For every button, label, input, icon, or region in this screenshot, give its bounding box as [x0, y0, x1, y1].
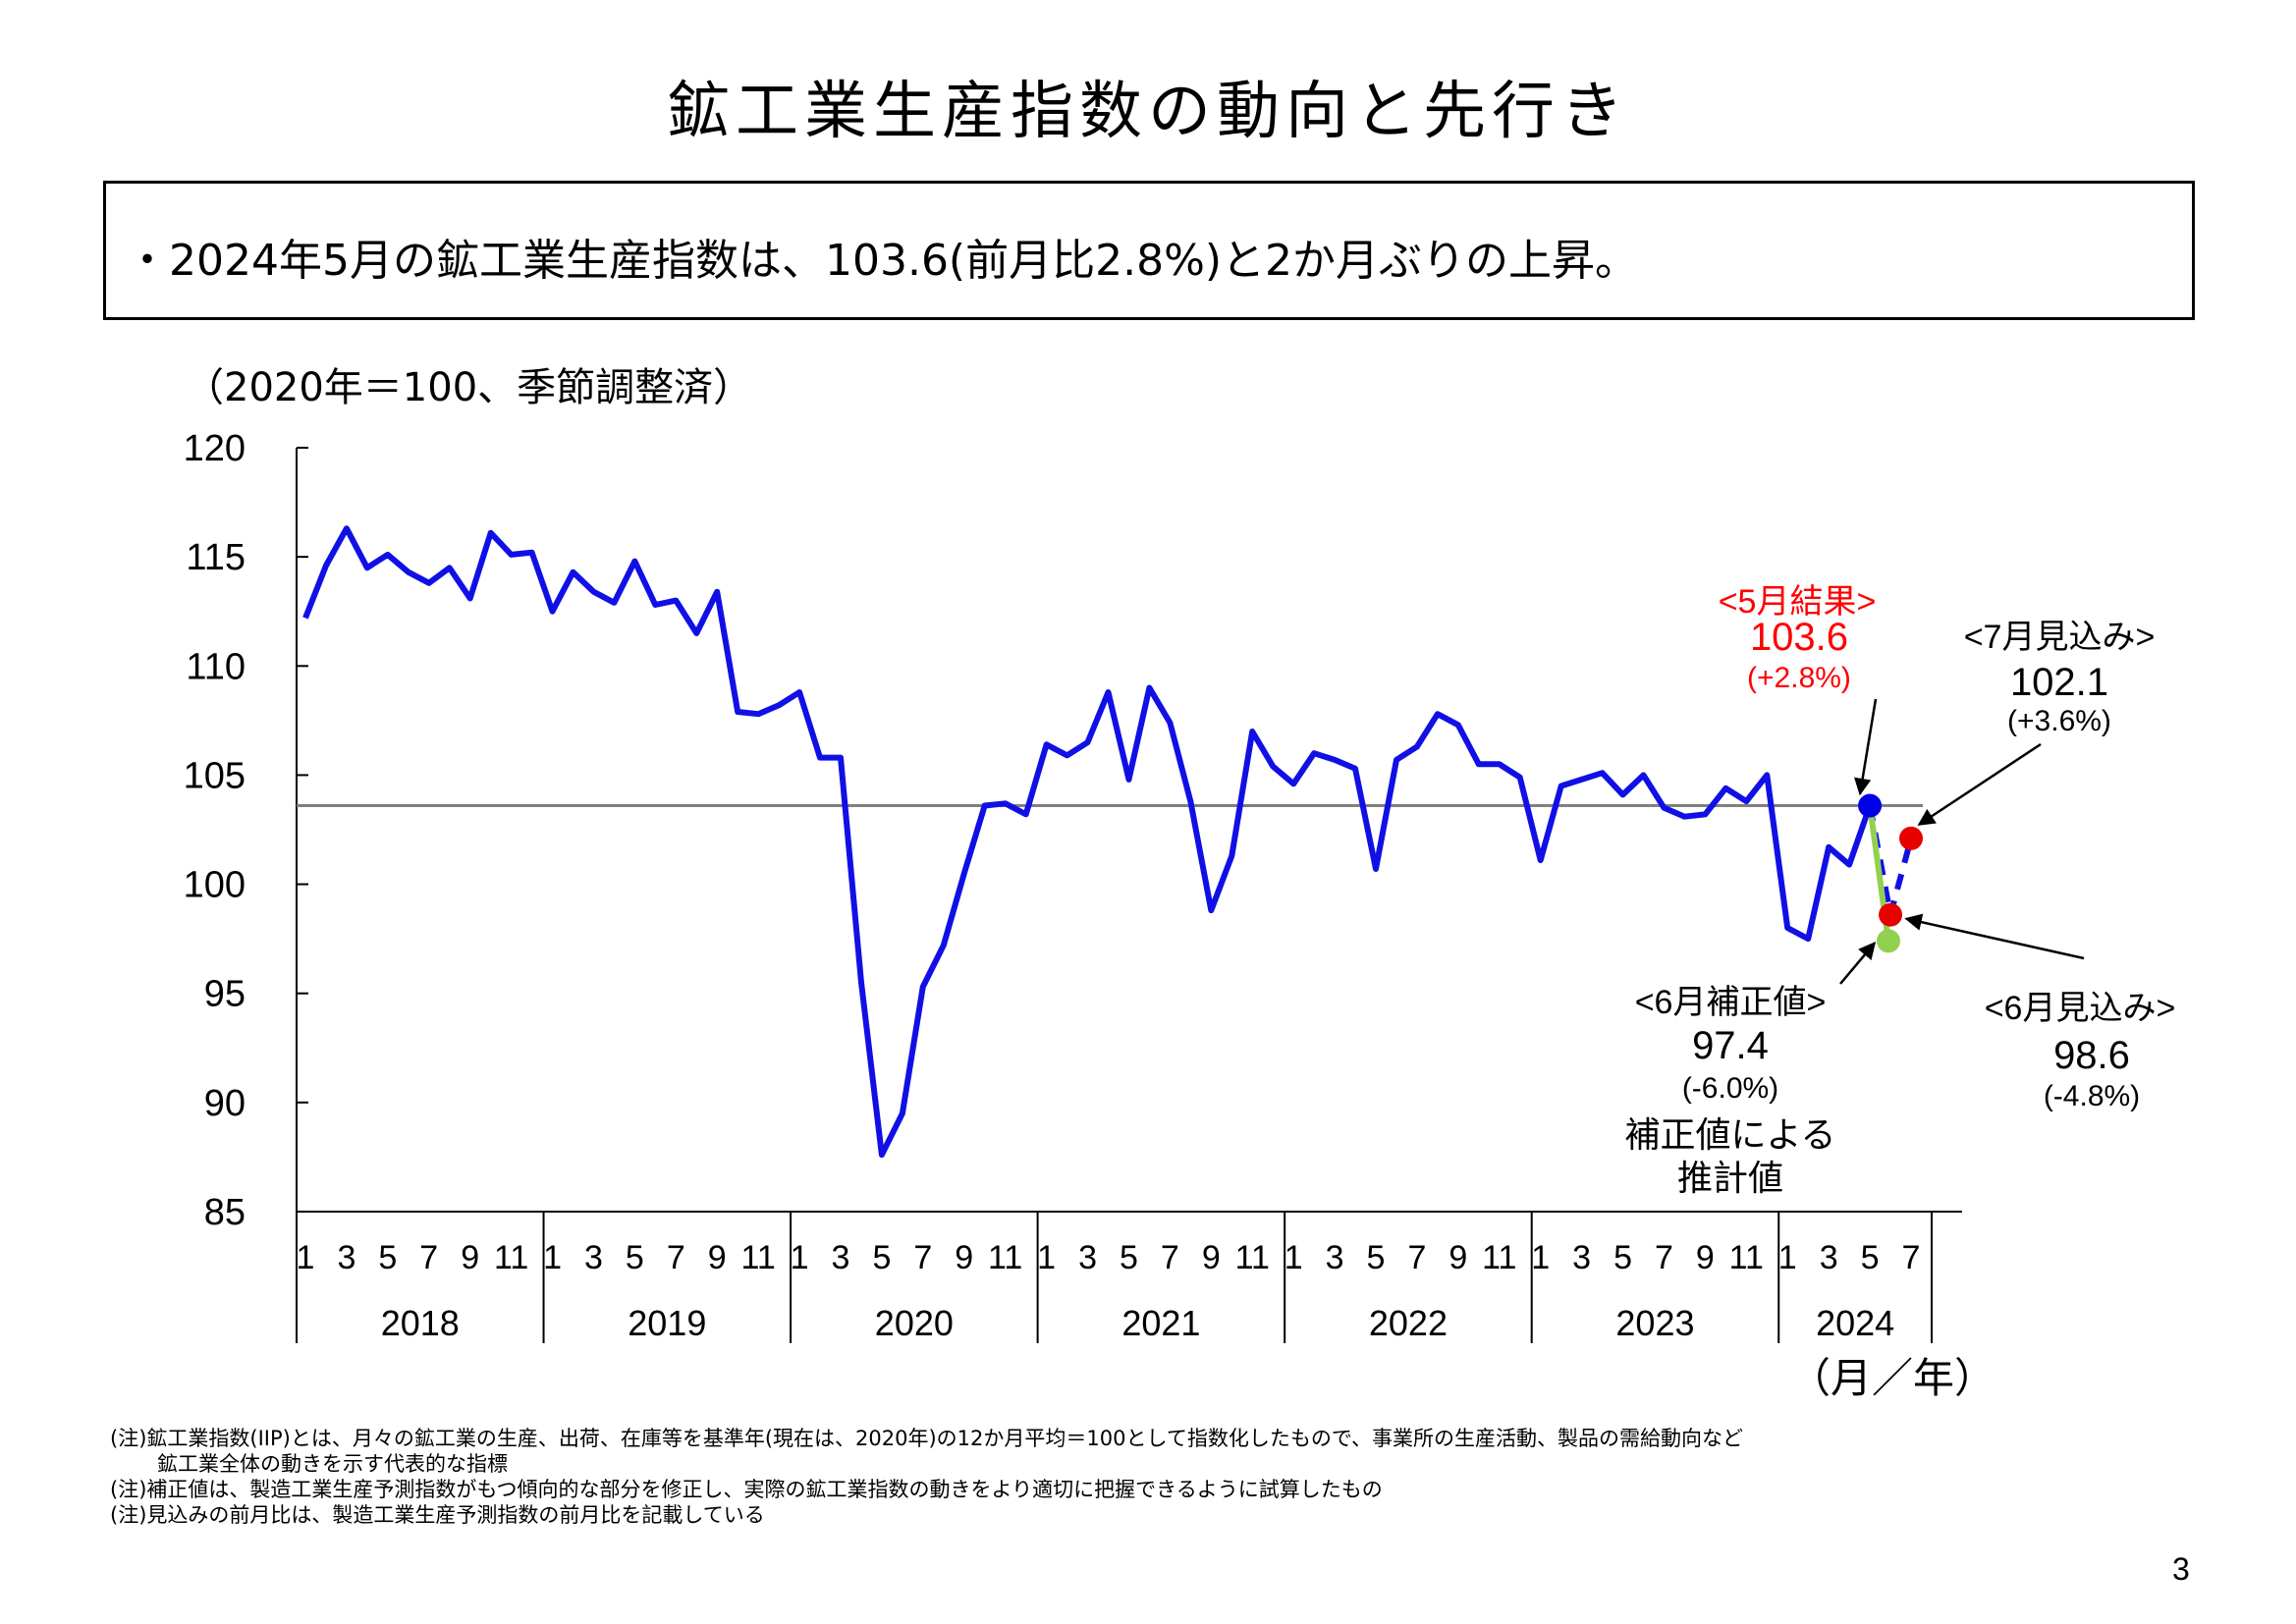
x-month-label: 7: [1655, 1239, 1673, 1276]
y-axis-unit: （2020年＝100、季節調整済）: [185, 365, 753, 410]
page-number: 3: [2172, 1551, 2190, 1587]
summary-text: ・2024年5月の鉱工業生産指数は、103.6(前月比2.8%)と2か月ぶりの上…: [126, 236, 1639, 286]
x-month-label: 5: [872, 1239, 891, 1276]
x-month-label: 7: [1902, 1239, 1921, 1276]
x-month-label: 7: [419, 1239, 438, 1276]
may-result-marker: [1858, 793, 1883, 818]
x-month-label: 3: [337, 1239, 355, 1276]
x-month-label: 11: [1482, 1239, 1516, 1276]
y-tick-label: 85: [204, 1192, 246, 1233]
y-tick-label: 95: [204, 974, 246, 1015]
x-month-label: 11: [494, 1239, 528, 1276]
x-month-label: 7: [667, 1239, 685, 1276]
x-month-label: 5: [1861, 1239, 1880, 1276]
jun-forecast-value: 98.6: [2053, 1034, 2130, 1077]
footnotes: (注)鉱工業指数(IIP)とは、月々の鉱工業の生産、出荷、在庫等を基準年(現在は…: [110, 1426, 1743, 1528]
x-month-label: 5: [1120, 1239, 1138, 1276]
y-tick-label: 90: [204, 1083, 246, 1124]
x-year-label: 2023: [1615, 1303, 1694, 1343]
note-2: (注)補正値は、製造工業生産予測指数がもつ傾向的な部分を修正し、実際の鉱工業指数…: [110, 1478, 1383, 1501]
page-title: 鉱工業生産指数の動向と先行き: [667, 76, 1629, 148]
x-month-label: 9: [461, 1239, 479, 1276]
y-tick-label: 105: [184, 755, 246, 796]
note-3: (注)見込みの前月比は、製造工業生産予測指数の前月比を記載している: [110, 1503, 765, 1527]
x-year-label: 2021: [1121, 1303, 1200, 1343]
jul-forecast-label: <7月見込み>: [1964, 619, 2156, 656]
x-month-label: 5: [1613, 1239, 1632, 1276]
x-month-label: 3: [1326, 1239, 1344, 1276]
summary-box: ・2024年5月の鉱工業生産指数は、103.6(前月比2.8%)と2か月ぶりの上…: [103, 181, 2195, 320]
x-year-label: 2024: [1816, 1303, 1894, 1343]
x-month-label: 1: [1285, 1239, 1303, 1276]
may-result-value: 103.6: [1750, 616, 1848, 659]
y-tick-label: 120: [184, 428, 246, 469]
note-1-cont: 鉱工業全体の動きを示す代表的な指標: [157, 1452, 508, 1476]
jun-corrected-note: 補正値による: [1625, 1114, 1836, 1155]
x-month-label: 9: [1202, 1239, 1221, 1276]
x-month-label: 1: [543, 1239, 562, 1276]
may-result-label: <5月結果>: [1719, 583, 1877, 621]
may-result-arrow: [1854, 698, 1878, 796]
jul-forecast-value: 102.1: [2010, 661, 2108, 704]
x-month-label: 9: [708, 1239, 727, 1276]
x-month-label: 1: [1037, 1239, 1056, 1276]
may-result-change: (+2.8%): [1747, 662, 1851, 694]
x-month-label: 1: [1531, 1239, 1550, 1276]
chart-axes: [296, 447, 1962, 1343]
x-month-label: 11: [741, 1239, 776, 1276]
x-month-label: 1: [791, 1239, 809, 1276]
x-year-label: 2019: [628, 1303, 706, 1343]
x-month-label: 9: [1696, 1239, 1715, 1276]
jun-corrected-marker: [1876, 929, 1900, 953]
x-month-label: 11: [1235, 1239, 1270, 1276]
note-1: (注)鉱工業指数(IIP)とは、月々の鉱工業の生産、出荷、在庫等を基準年(現在は…: [110, 1427, 1743, 1450]
x-month-label: 11: [1729, 1239, 1764, 1276]
annotations: <5月結果>103.6(+2.8%) <7月見込み> 102.1(+3.6%) <6月…: [1625, 583, 2176, 1198]
x-month-label: 9: [1449, 1239, 1467, 1276]
x-month-label: 11: [988, 1239, 1022, 1276]
x-axis-unit: （月／年）: [1789, 1354, 1996, 1402]
x-month-label: 9: [955, 1239, 973, 1276]
x-month-label: 5: [378, 1239, 397, 1276]
jun-corrected-arrow: [1839, 942, 1877, 985]
jul-forecast-arrow: [1917, 742, 2042, 826]
x-month-label: 3: [1820, 1239, 1838, 1276]
x-month-label: 7: [1407, 1239, 1426, 1276]
x-month-label: 3: [1078, 1239, 1097, 1276]
x-month-label: 3: [584, 1239, 603, 1276]
x-month-label: 7: [913, 1239, 932, 1276]
jul-forecast-marker: [1899, 826, 1923, 850]
jun-forecast-arrow: [1904, 913, 2085, 960]
x-month-label: 5: [1367, 1239, 1386, 1276]
jun-corrected-note: 推計値: [1677, 1158, 1783, 1198]
y-tick-label: 110: [186, 646, 246, 687]
series-line-iip: [302, 525, 1873, 1159]
x-year-label: 2022: [1369, 1303, 1448, 1343]
jun-corrected-label: <6月補正値>: [1635, 984, 1827, 1021]
x-month-label: 3: [832, 1239, 850, 1276]
x-month-label: 7: [1161, 1239, 1179, 1276]
x-month-label: 3: [1572, 1239, 1591, 1276]
x-month-label: 1: [1778, 1239, 1797, 1276]
jul-forecast-change: (+3.6%): [2007, 705, 2111, 737]
jun-corrected-change: (-6.0%): [1682, 1072, 1778, 1105]
x-month-label: 5: [626, 1239, 644, 1276]
y-tick-labels: 85 90 95 100 105 110 115 120: [184, 428, 246, 1233]
jun-corrected-value: 97.4: [1692, 1024, 1769, 1067]
point-markers: [1858, 793, 1923, 953]
jun-forecast-marker: [1879, 902, 1903, 927]
jun-forecast-label: <6月見込み>: [1985, 990, 2176, 1027]
y-tick-label: 115: [186, 537, 246, 578]
jun-forecast-change: (-4.8%): [2044, 1080, 2140, 1112]
x-year-label: 2020: [875, 1303, 954, 1343]
y-tick-label: 100: [184, 865, 246, 906]
x-year-label: 2018: [381, 1303, 460, 1343]
x-month-label: 1: [297, 1239, 315, 1276]
